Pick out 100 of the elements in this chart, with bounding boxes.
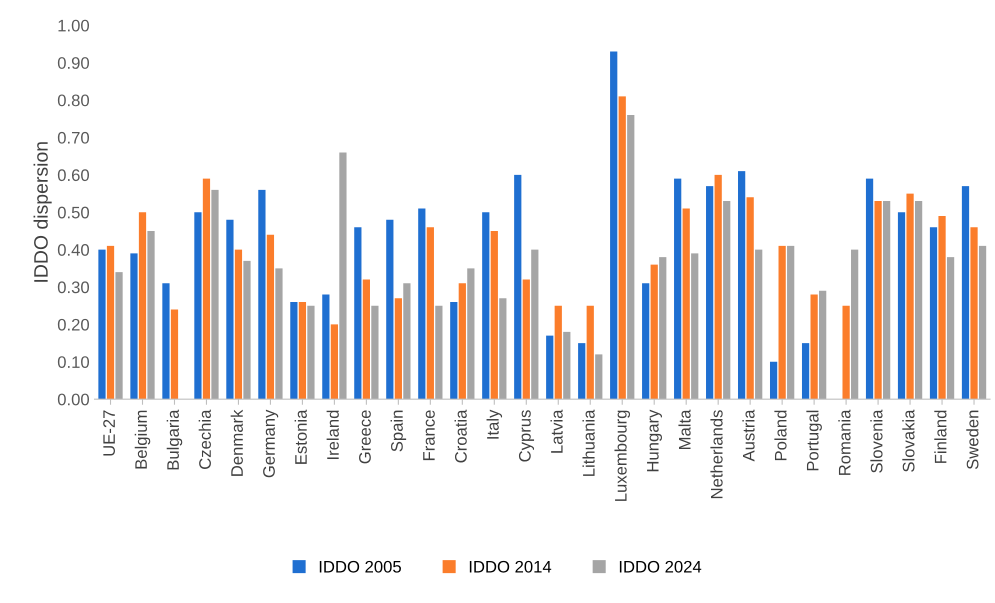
bar — [770, 362, 778, 400]
x-tick-label: Slovenia — [870, 410, 883, 473]
bar — [627, 115, 634, 400]
bar — [610, 51, 618, 400]
bar — [354, 227, 362, 400]
bar — [914, 201, 922, 400]
bar — [810, 294, 818, 400]
bar — [482, 212, 490, 400]
x-tick-label: UE-27 — [103, 410, 115, 456]
bar — [458, 283, 466, 400]
bar — [563, 332, 570, 400]
bar — [115, 272, 123, 400]
bar — [298, 302, 306, 400]
bar — [691, 253, 698, 400]
bar — [290, 302, 298, 400]
x-tick-label: Cyprus — [518, 410, 534, 462]
x-tick-label: Romania — [838, 410, 851, 475]
bar — [243, 260, 251, 400]
bar — [882, 201, 890, 400]
x-tick-label: Malta — [678, 410, 691, 449]
bar — [339, 152, 347, 400]
bar — [842, 306, 850, 400]
y-tick-label: 0.40 — [58, 244, 90, 256]
y-tick-label: 0.30 — [58, 281, 90, 294]
bar — [755, 250, 762, 400]
bar — [714, 174, 722, 400]
bar — [98, 250, 106, 400]
bar — [819, 290, 826, 400]
bar — [211, 190, 219, 400]
x-tick-label: Denmark — [230, 410, 243, 476]
bar — [266, 234, 274, 400]
bar — [723, 201, 730, 400]
x-tick-label: Latvia — [550, 410, 563, 453]
x-tick-label: Ireland — [326, 410, 339, 460]
bar — [586, 306, 594, 400]
legend-label: IDDO 2014 — [470, 560, 552, 573]
bar — [362, 280, 370, 400]
bar — [746, 197, 754, 400]
bar — [226, 220, 234, 400]
x-tick-label: Sweden — [966, 410, 979, 470]
bar — [467, 268, 474, 400]
y-tick-label: 0.10 — [58, 356, 90, 368]
y-tick-label: 0.70 — [58, 132, 90, 144]
bar — [546, 336, 554, 400]
x-tick-label: Portugal — [806, 410, 822, 470]
y-tick-label: 0.00 — [58, 394, 90, 406]
y-axis-title: IDDO dispersion — [34, 142, 52, 282]
bar — [659, 257, 666, 400]
y-tick-label: 0.60 — [58, 169, 90, 182]
x-tick-label: Germany — [263, 410, 278, 478]
bar — [618, 96, 626, 400]
bar — [147, 230, 155, 400]
bar — [275, 268, 283, 400]
y-tick-label: 0.80 — [58, 94, 90, 106]
x-tick-label: Slovakia — [902, 410, 915, 472]
bar — [106, 246, 114, 400]
bar — [170, 309, 178, 400]
bar — [258, 190, 266, 400]
y-tick-label: 1.00 — [58, 20, 90, 32]
bar — [307, 306, 315, 400]
bar — [394, 298, 402, 400]
x-tick-label: Greece — [359, 410, 371, 464]
x-tick-label: Luxembourg — [614, 410, 630, 501]
bar — [130, 253, 138, 400]
bar — [778, 246, 786, 400]
bar — [642, 283, 650, 400]
bar — [674, 178, 682, 400]
x-tick-label: Hungary — [647, 410, 662, 472]
bar — [578, 343, 586, 400]
x-tick-label: Croatia — [454, 410, 467, 462]
bar — [322, 294, 330, 400]
bar — [450, 302, 458, 400]
bar — [898, 212, 906, 400]
bar — [962, 186, 970, 400]
x-tick-label: Netherlands — [710, 410, 723, 498]
bar — [554, 306, 562, 400]
bar — [138, 212, 146, 400]
bar — [202, 178, 210, 400]
x-tick-label: Bulgaria — [166, 410, 182, 470]
y-tick-label: 0.20 — [58, 318, 90, 331]
y-tick-label: 0.50 — [58, 206, 90, 218]
x-tick-label: France — [423, 410, 435, 460]
bar — [970, 227, 978, 400]
bar — [330, 324, 338, 400]
bar — [946, 257, 954, 400]
bar — [435, 306, 442, 400]
x-tick-label: Belgium — [134, 410, 150, 468]
bar — [930, 227, 938, 400]
bar — [386, 220, 394, 400]
bar — [787, 246, 794, 400]
bar — [514, 174, 522, 400]
bar — [874, 201, 882, 400]
bar — [194, 212, 202, 400]
x-tick-label: Czechia — [198, 410, 211, 469]
bar — [706, 186, 714, 400]
legend-label: IDDO 2024 — [620, 560, 702, 573]
bar — [682, 208, 690, 400]
x-tick-label: Lithuania — [582, 410, 595, 476]
legend-label: IDDO 2005 — [320, 560, 401, 573]
y-tick-label: 0.90 — [58, 57, 90, 69]
